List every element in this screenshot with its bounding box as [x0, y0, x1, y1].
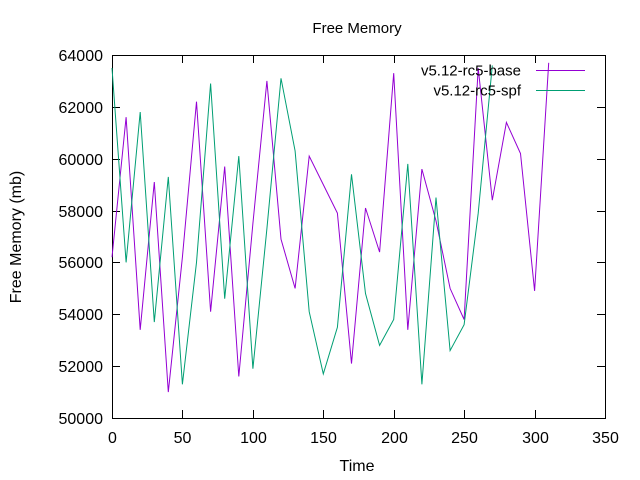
y-tick-label: 54000	[59, 307, 104, 324]
y-tick-label: 52000	[59, 359, 104, 376]
x-tick-label: 250	[451, 430, 478, 447]
y-tick-label: 58000	[59, 204, 104, 221]
y-tick-label: 50000	[59, 411, 104, 428]
series-line-1	[111, 65, 493, 385]
y-tick-label: 56000	[59, 255, 104, 272]
x-tick-label: 100	[240, 430, 267, 447]
series-layer	[111, 62, 550, 393]
x-axis: 0 50 100 150 200 250 300 350	[108, 55, 619, 447]
x-tick-label: 350	[592, 430, 619, 447]
y-axis: 50000 52000 54000 56000 58000 60000 62000 64000	[59, 48, 605, 428]
y-tick-label: 60000	[59, 152, 104, 169]
y-tick-label: 62000	[59, 100, 104, 117]
legend-label-0: v5.12-rc5-base	[421, 63, 521, 80]
legend-label-1: v5.12-rc5-spf	[433, 83, 521, 100]
y-tick-label: 64000	[59, 48, 104, 65]
legend: v5.12-rc5-base v5.12-rc5-spf	[421, 63, 585, 100]
x-axis-label: Time	[340, 458, 375, 475]
x-tick-label: 150	[310, 430, 337, 447]
plot-frame	[112, 55, 606, 419]
series-line-0	[111, 62, 550, 393]
x-tick-label: 50	[174, 430, 192, 447]
x-tick-label: 300	[522, 430, 549, 447]
x-tick-label: 0	[108, 430, 117, 447]
x-tick-label: 200	[381, 430, 408, 447]
y-axis-label: Free Memory (mb)	[8, 171, 25, 303]
chart-title: Free Memory	[312, 20, 402, 37]
